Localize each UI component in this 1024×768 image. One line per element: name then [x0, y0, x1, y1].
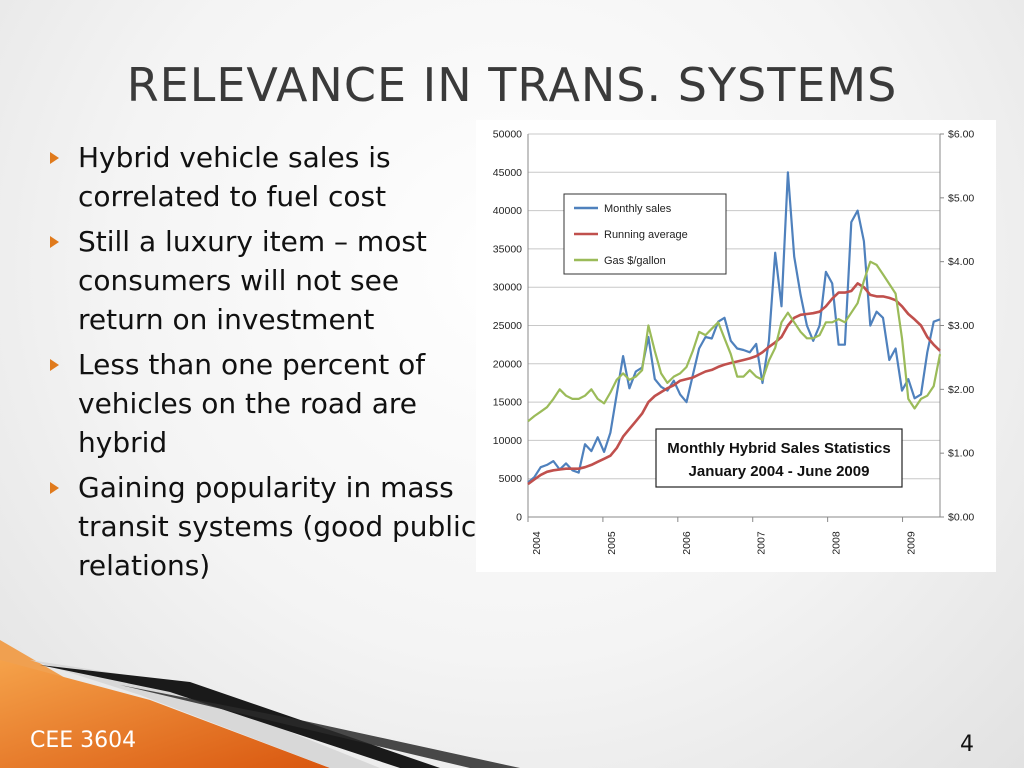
bullet-text: Still a luxury item – most consumers wil… — [78, 225, 427, 336]
x-tick-label: 2009 — [906, 531, 918, 555]
y-tick-label-right: $0.00 — [948, 512, 974, 524]
x-tick-label: 2004 — [531, 531, 543, 555]
y-tick-label-right: $2.00 — [948, 384, 974, 396]
bullet-item: Less than one percent of vehicles on the… — [48, 345, 478, 462]
bullet-text: Less than one percent of vehicles on the… — [78, 348, 426, 459]
y-tick-label-left: 30000 — [493, 282, 522, 294]
legend-label: Running average — [604, 229, 688, 241]
y-tick-label-right: $4.00 — [948, 256, 974, 268]
y-tick-label-left: 0 — [516, 512, 522, 524]
bullet-item: Still a luxury item – most consumers wil… — [48, 222, 478, 339]
y-tick-label-right: $3.00 — [948, 320, 974, 332]
y-tick-label-right: $1.00 — [948, 448, 974, 460]
y-tick-label-left: 25000 — [493, 320, 522, 332]
slide-title: RELEVANCE IN TRANS. SYSTEMS — [126, 58, 898, 112]
legend-label: Monthly sales — [604, 203, 672, 215]
y-tick-label-left: 20000 — [493, 358, 522, 370]
y-tick-label-left: 10000 — [493, 435, 522, 447]
y-tick-label-right: $6.00 — [948, 129, 974, 141]
x-tick-label: 2005 — [606, 531, 618, 555]
chart-svg: 0 5000 10000 15000 20000 25000 30000 35000 40000… — [493, 129, 975, 555]
bullet-list: Hybrid vehicle sales is correlated to fu… — [48, 138, 478, 591]
series-line — [527, 171, 941, 484]
y-tick-label-right: $5.00 — [948, 192, 974, 204]
x-tick-label: 2008 — [831, 531, 843, 555]
x-tick-label: 2007 — [756, 531, 768, 555]
bullet-text: Hybrid vehicle sales is correlated to fu… — [78, 141, 391, 213]
bullet-arrow-icon — [50, 236, 59, 248]
x-tick-label: 2006 — [681, 531, 693, 555]
chart-title: Monthly Hybrid Sales Statistics — [667, 440, 890, 457]
series-line — [527, 260, 942, 423]
bullet-item: Hybrid vehicle sales is correlated to fu… — [48, 138, 478, 216]
bullet-arrow-icon — [50, 152, 59, 164]
page-number: 4 — [960, 732, 974, 757]
y-tick-label-left: 5000 — [499, 473, 523, 485]
hybrid-sales-chart: 0 5000 10000 15000 20000 25000 30000 35000 40000… — [476, 120, 996, 572]
chart-title-box — [655, 428, 903, 488]
legend-label: Gas $/gallon — [604, 255, 666, 267]
bullet-text: Gaining popularity in mass transit syste… — [78, 471, 477, 582]
y-tick-label-left: 15000 — [493, 397, 522, 409]
y-tick-label-left: 40000 — [493, 205, 522, 217]
y-tick-label-left: 35000 — [493, 243, 522, 255]
chart-subtitle: January 2004 - June 2009 — [689, 463, 870, 480]
bullet-item: Gaining popularity in mass transit syste… — [48, 468, 478, 585]
bullet-arrow-icon — [50, 359, 59, 371]
y-tick-label-left: 45000 — [493, 167, 522, 179]
bullet-arrow-icon — [50, 482, 59, 494]
y-tick-label-left: 50000 — [493, 129, 522, 141]
course-code: CEE 3604 — [30, 728, 137, 753]
